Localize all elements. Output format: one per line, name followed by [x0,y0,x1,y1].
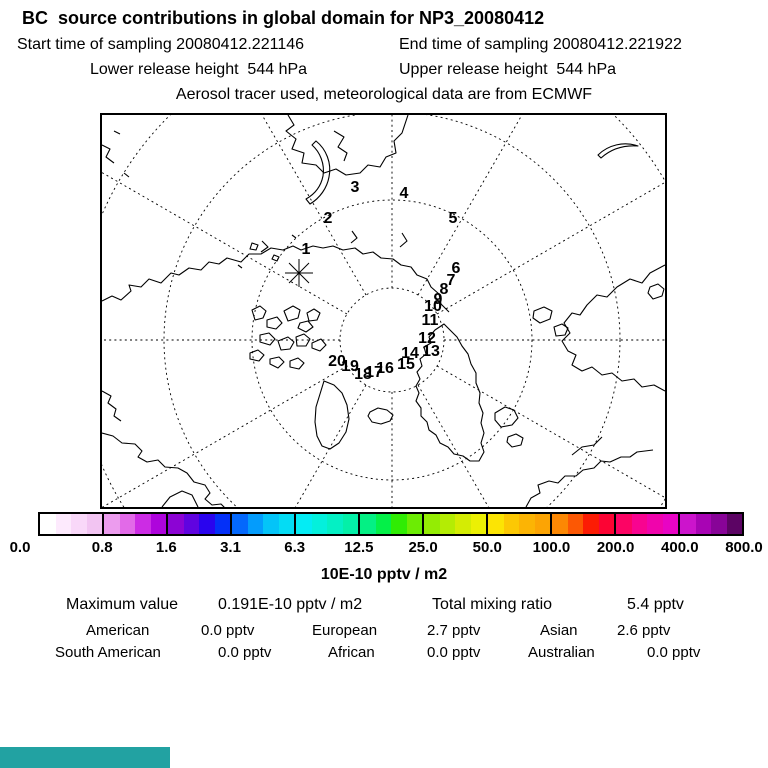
trajectory-point-label: 2 [324,210,333,227]
colorbar-tick: 0.8 [91,539,113,556]
colorbar-segment [166,514,230,534]
upper-release-text: Upper release height 544 hPa [399,61,617,78]
colorbar-tick: 1.6 [155,539,177,556]
colorbar-segment [422,514,486,534]
page-title: BC source contributions in global domain… [22,8,545,28]
region-value-asian: 2.6 pptv [617,622,671,639]
region-value-australian: 0.0 pptv [647,644,701,661]
trajectory-point-label: 8 [440,281,449,298]
trajectory-point-label: 12 [418,330,436,347]
colorbar-segment [486,514,550,534]
colorbar-tick: 0.0 [9,539,31,556]
colorbar-segment [230,514,294,534]
trajectory-point-label: 16 [376,360,394,377]
colorbar-segment [678,514,742,534]
colorbar-segment [102,514,166,534]
colorbar-tick: 12.5 [344,539,374,556]
lower-release-text: Lower release height 544 hPa [90,61,308,78]
coastlines [102,115,665,507]
colorbar-segment [550,514,614,534]
trajectory-point-label: 9 [434,291,443,308]
tracer-note-text: Aerosol tracer used, meteorological data… [175,86,593,103]
region-value-american: 0.0 pptv [201,622,255,639]
total-mixing-ratio-label: Total mixing ratio [432,596,553,613]
end-time-text: End time of sampling 20080412.221922 [399,36,682,53]
colorbar-segment [358,514,422,534]
colorbar-tick: 400.0 [661,539,699,556]
trajectory-point-label: 18 [354,366,372,383]
trajectory-point-label: 17 [365,364,383,381]
colorbar-segment [614,514,678,534]
region-label-european: European [312,622,378,639]
trajectory-point-label: 11 [422,312,439,329]
polar-map: 1 2 3 4 5 6 7 8 9 10 11 12 13 14 15 16 17 18 19 20 [100,113,667,509]
colorbar-segment [294,514,358,534]
footer-accent-bar [0,747,170,768]
stats-row-regions-1: American 0.0 pptv European 2.7 pptv Asia… [0,622,768,640]
colorbar-unit-label: 10E-10 pptv / m2 [320,566,448,583]
colorbar [38,512,744,536]
colorbar-segment [40,514,102,534]
colorbar-tick: 6.3 [284,539,306,556]
trajectory-point-label: 3 [351,179,360,196]
region-label-asian: Asian [540,622,578,639]
region-label-american: American [86,622,150,639]
region-label-african: African [328,644,375,661]
maximum-value: 0.191E-10 pptv / m2 [218,596,363,613]
stats-row-regions-2: South American 0.0 pptv African 0.0 pptv… [0,644,768,662]
trajectory-point-label: 15 [397,356,415,373]
trajectory-point-label: 6 [452,260,461,277]
region-label-australian: Australian [528,644,595,661]
trajectory-point-label: 4 [400,185,409,202]
maximum-value-label: Maximum value [66,596,179,613]
colorbar-tick: 800.0 [725,539,763,556]
region-label-south-american: South American [55,644,161,661]
trajectory-point-label: 19 [341,358,359,375]
region-value-european: 2.7 pptv [427,622,481,639]
graticule-grid [102,115,665,507]
colorbar-tick-labels: 0.0 0.8 1.6 3.1 6.3 12.5 25.0 50.0 100.0 200.0 400… [0,539,768,557]
stats-row-max: Maximum value 0.191E-10 pptv / m2 Total … [0,596,768,614]
colorbar-tick: 25.0 [408,539,438,556]
trajectory-point-label: 20 [328,353,346,370]
total-mixing-ratio-value: 5.4 pptv [627,596,684,613]
station-marker-asterisk [285,259,313,287]
region-value-south-american: 0.0 pptv [218,644,272,661]
trajectory-point-label: 7 [447,272,456,289]
region-value-african: 0.0 pptv [427,644,481,661]
colorbar-tick: 3.1 [220,539,241,556]
trajectory-point-label: 13 [422,343,440,360]
trajectory-point-label: 14 [401,345,419,362]
trajectory-point-label: 10 [424,298,442,315]
colorbar-tick: 50.0 [472,539,502,556]
start-time-text: Start time of sampling 20080412.221146 [17,36,305,53]
colorbar-tick: 200.0 [596,539,635,556]
trajectory-point-label: 5 [449,210,458,227]
trajectory-point-label: 1 [302,241,311,258]
colorbar-tick: 100.0 [532,539,571,556]
